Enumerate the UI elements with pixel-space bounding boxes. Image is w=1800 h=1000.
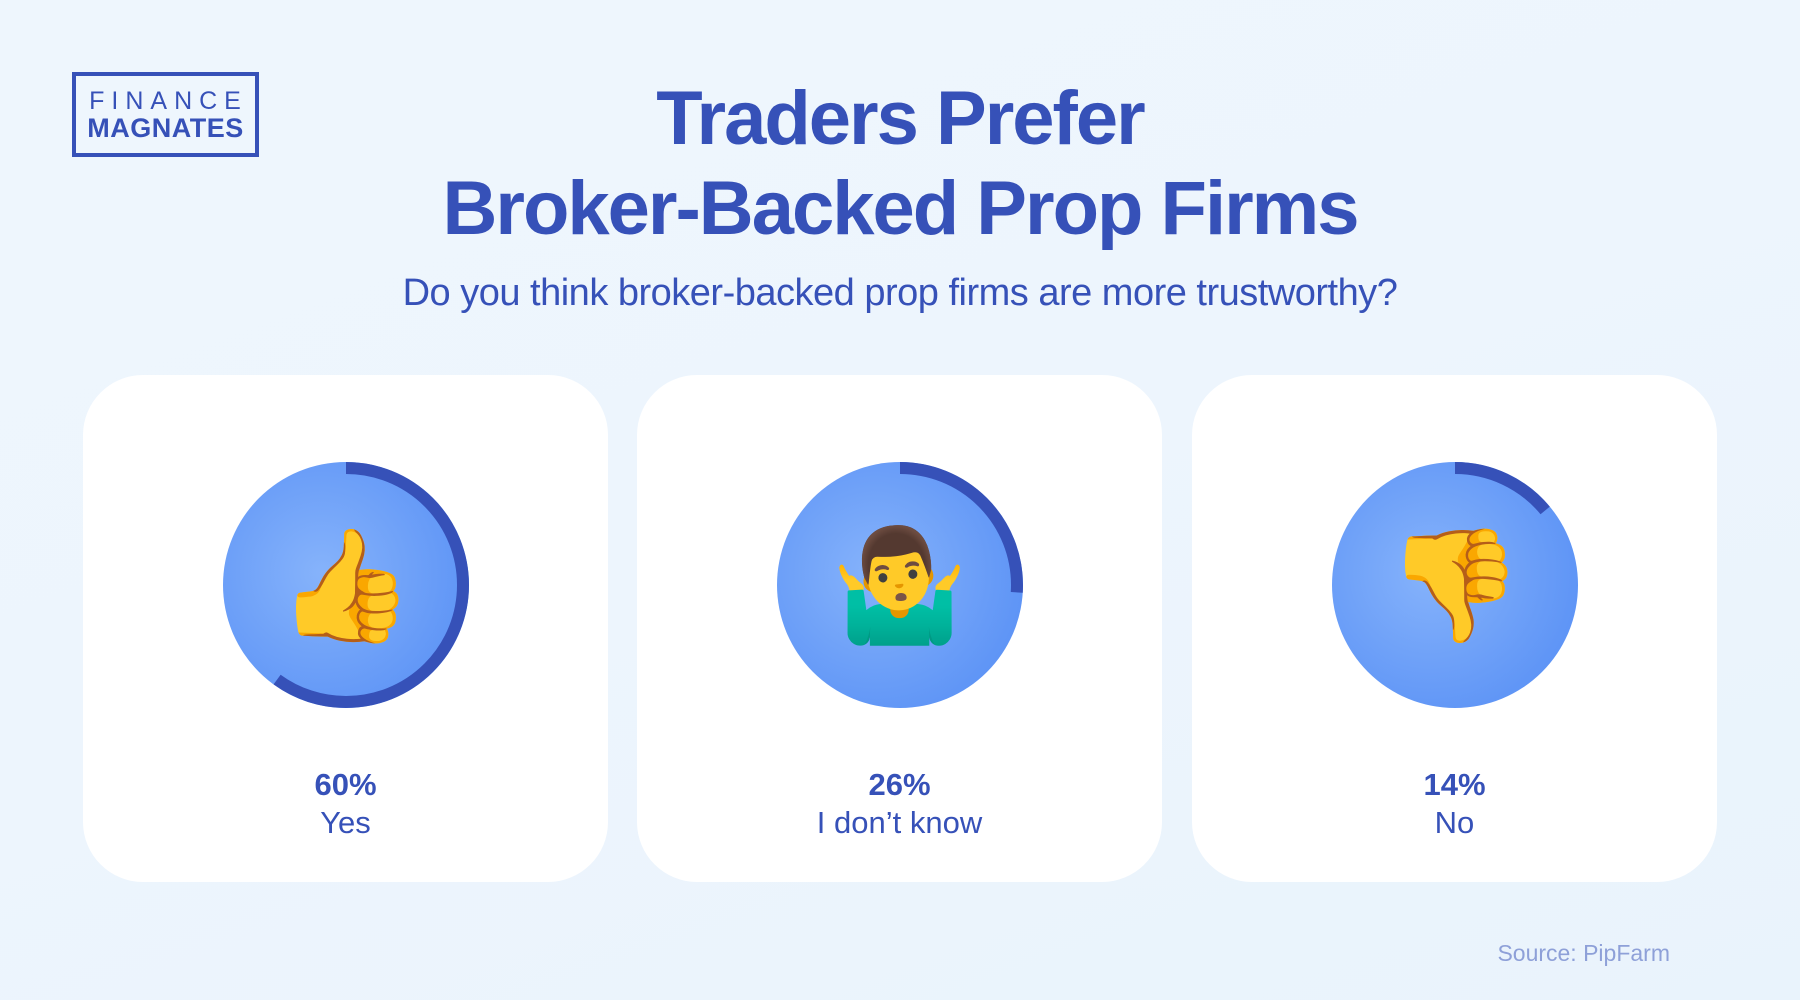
finance-magnates-logo: FINANCE MAGNATES	[72, 72, 259, 157]
ring-background	[222, 462, 469, 708]
ring-arc	[222, 462, 469, 708]
answer-card: 👍 60% Yes	[83, 375, 608, 882]
thumbs-up-icon: 👍	[277, 523, 414, 647]
percent-value: 14%	[1423, 767, 1486, 802]
progress-ring: 👍	[216, 455, 476, 715]
answer-label: No	[1434, 805, 1475, 840]
thumbs-down-icon: 👎	[1386, 523, 1523, 647]
ring-background	[1331, 462, 1578, 708]
answer-label: Yes	[320, 805, 371, 840]
progress-ring: 👎	[1325, 455, 1585, 715]
shrug-icon: 🤷‍♂️	[831, 523, 968, 647]
ring-background	[776, 462, 1023, 708]
logo-line2: MAGNATES	[87, 112, 244, 143]
logo-line1: FINANCE	[89, 86, 248, 115]
percent-value: 26%	[868, 767, 931, 802]
subtitle: Do you think broker-backed prop firms ar…	[402, 272, 1398, 314]
answer-card: 🤷‍♂️ 26% I don’t know	[637, 375, 1162, 882]
title-line2: Broker-Backed Prop Firms	[442, 166, 1360, 251]
answer-label: I don’t know	[816, 805, 983, 840]
ring-arc	[1331, 462, 1578, 708]
source-note: Source: PipFarm	[1497, 940, 1670, 966]
answer-card: 👎 14% No	[1192, 375, 1717, 882]
percent-value: 60%	[314, 767, 377, 802]
progress-ring: 🤷‍♂️	[770, 455, 1030, 715]
ring-arc	[776, 462, 1023, 708]
title-line1: Traders Prefer	[656, 76, 1145, 161]
